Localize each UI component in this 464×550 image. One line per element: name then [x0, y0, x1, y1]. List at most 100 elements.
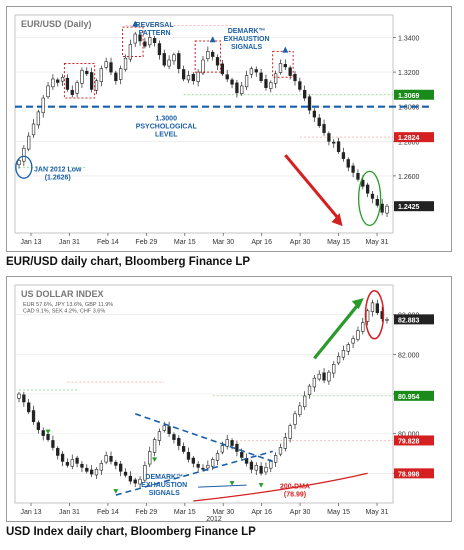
candle-body [206, 51, 210, 59]
demark-triangle-marker [209, 36, 216, 43]
candle-body [89, 72, 94, 90]
candle-body [94, 469, 99, 476]
candle-body [370, 302, 375, 312]
eurusd-chart-svg: 1.3400 1.3200 1.3000 1.2800 1.2600 Jan 13 Jan … [14, 14, 434, 246]
candle-body [138, 34, 142, 42]
candle-body [27, 402, 31, 413]
candle-body [36, 111, 41, 126]
x-tick-label: Apr 30 [290, 509, 311, 516]
value-tag-box [394, 132, 434, 143]
candle-body [162, 53, 166, 66]
value-tag-label: 1.3069 [398, 93, 420, 100]
candle-body [361, 179, 365, 187]
candle-body [356, 330, 360, 340]
candle-body [36, 422, 41, 430]
candle-body [235, 82, 239, 94]
candle-body [177, 437, 181, 446]
x-tick-label: Feb 29 [135, 509, 157, 516]
value-tag-label: 79.828 [398, 438, 420, 445]
x-tick-label: May 15 [327, 509, 350, 516]
jan-low-label: JAN 2012 Low (1.2626) [34, 166, 82, 181]
candle-body [264, 79, 268, 88]
value-tag-box [394, 201, 434, 212]
demark-triangle-marker [132, 20, 139, 27]
candle-body [332, 141, 336, 144]
candle-body [46, 85, 50, 98]
candle-body [109, 456, 113, 462]
candle-body [123, 471, 128, 476]
candle-body [17, 393, 21, 399]
signal-marker [258, 483, 264, 488]
value-tag-box [394, 468, 434, 479]
value-tag-label: 82.883 [398, 317, 420, 324]
x-tick-label: Jan 31 [59, 239, 80, 246]
candle-body [365, 184, 370, 194]
candle-body [70, 89, 74, 95]
candle-body [89, 469, 94, 475]
candle-body [336, 141, 341, 152]
candle-body [283, 64, 287, 68]
candle-body [298, 405, 302, 415]
candle-body [215, 453, 220, 461]
x-tick-label: Mar 30 [212, 239, 234, 246]
candle-body [152, 38, 157, 43]
x-tick-label: May 31 [366, 509, 389, 516]
candle-body [225, 439, 229, 447]
candle-body [186, 452, 191, 460]
x-tick-label: Apr 16 [251, 239, 272, 246]
candle-body [288, 67, 292, 76]
candle-body [123, 57, 128, 70]
candle-body [215, 57, 220, 66]
value-tag-label: 78.998 [398, 471, 420, 478]
candle-body [375, 198, 379, 206]
candle-body [31, 410, 36, 423]
candle-body [51, 440, 55, 448]
candle-body [167, 59, 171, 67]
candle-body [312, 110, 317, 118]
candle-body [41, 97, 45, 114]
candle-body [327, 371, 331, 382]
value-tag-label: 80.954 [398, 394, 420, 401]
candle-body [109, 62, 113, 73]
y-tick-label: 1.3400 [398, 35, 420, 42]
candle-body [157, 43, 162, 56]
candle-body [75, 82, 79, 94]
candle-body [230, 79, 234, 85]
candle-body [181, 446, 186, 452]
candle-body [143, 41, 147, 47]
candle-body [356, 173, 360, 180]
candle-body [162, 425, 166, 431]
candle-body [336, 356, 341, 364]
moving-average-label: 200-DMA (78.99) [280, 483, 310, 498]
candle-body [80, 70, 84, 84]
candle-body [385, 205, 389, 214]
candle-body [375, 303, 379, 314]
candle-body [235, 443, 239, 452]
candle-body [119, 68, 123, 80]
x-tick-label: May 15 [327, 239, 350, 246]
candle-body [27, 135, 31, 150]
candle-body [70, 459, 74, 467]
candle-body [240, 85, 244, 95]
downtrend-arrow [284, 154, 341, 221]
x-tick-label: Feb 29 [135, 239, 157, 246]
candle-body [278, 63, 283, 73]
candle-body [365, 310, 370, 322]
candle-body [317, 117, 321, 127]
candle-body [370, 193, 375, 199]
candle-body [181, 69, 186, 80]
x-tick-label: Feb 14 [97, 239, 119, 246]
candle-body [60, 453, 65, 462]
candle-body [128, 44, 133, 60]
plot-area [14, 14, 394, 234]
candle-body [264, 467, 268, 473]
x-tick-label: Feb 14 [97, 509, 119, 516]
candle-body [56, 79, 60, 83]
candle-body [240, 452, 244, 458]
candle-body [303, 395, 307, 408]
candle-body [273, 455, 278, 463]
candle-body [22, 147, 26, 162]
psychological-level-label: 1.3000 PSYCHOLOGICAL LEVEL [136, 116, 198, 139]
x-tick-label: Jan 31 [59, 509, 80, 516]
candle-body [206, 465, 210, 469]
